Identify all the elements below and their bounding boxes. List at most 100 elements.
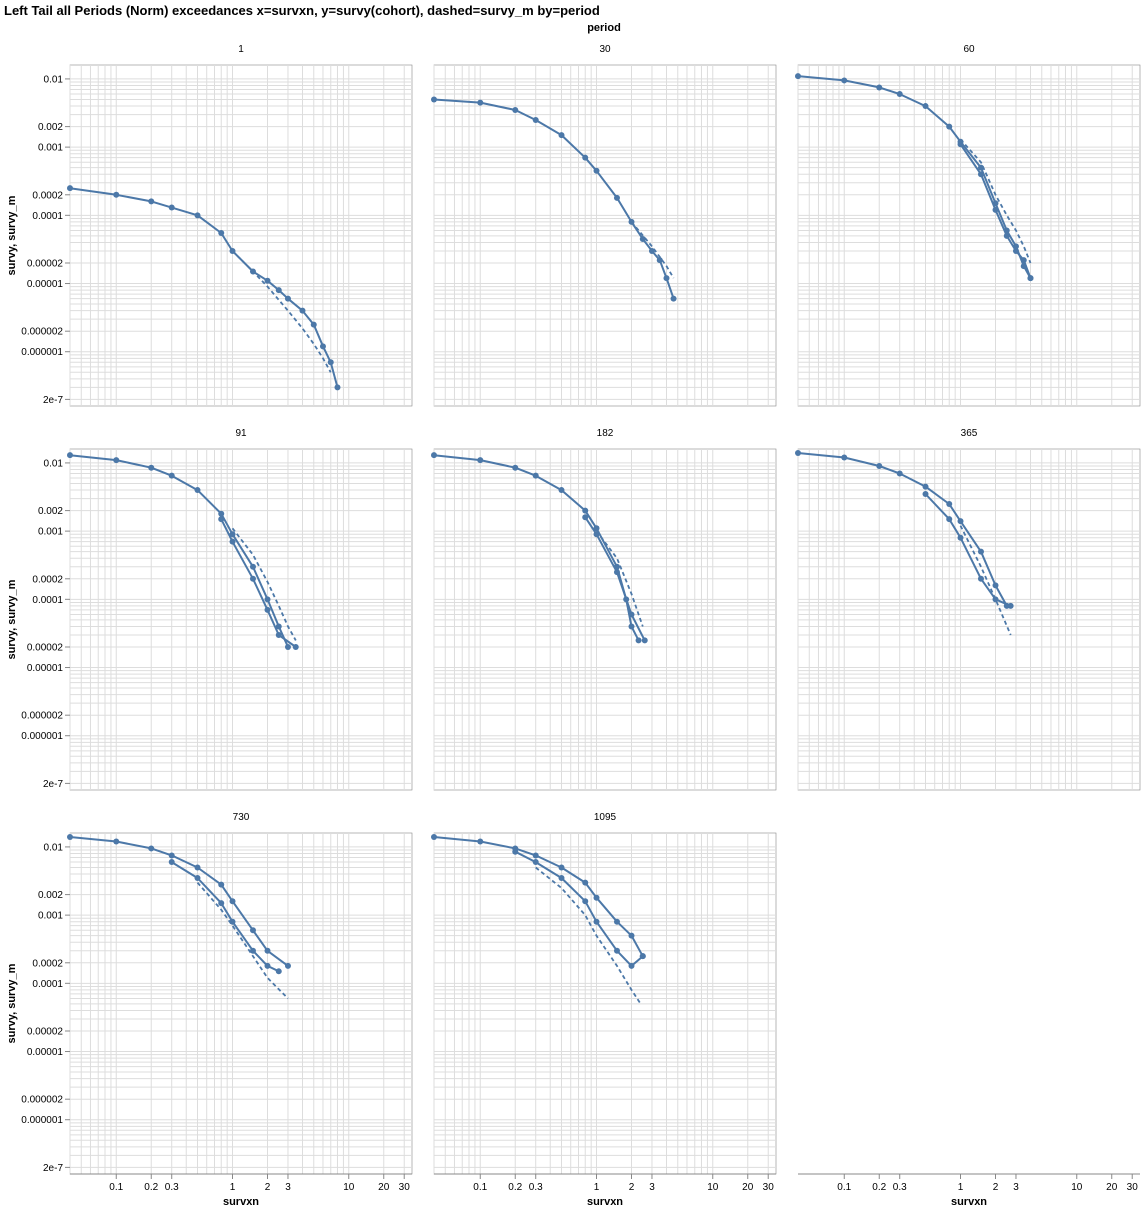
facet-panel-182: 182	[431, 428, 777, 791]
survy-point	[582, 507, 589, 514]
y-tick-label: 0.00002	[27, 642, 64, 653]
survy-point	[275, 968, 282, 975]
y-tick-label: 0.0001	[32, 595, 63, 606]
x-tick-label: 1	[958, 1182, 964, 1193]
survy-point	[558, 875, 565, 882]
survy-solid-line	[69, 187, 339, 388]
survy-point	[477, 838, 484, 845]
facet-label: 30	[599, 44, 611, 55]
survy-point	[229, 898, 236, 905]
y-tick-label: 0.01	[44, 842, 64, 853]
x-tick-label: 1	[594, 1182, 600, 1193]
survy-point	[841, 77, 848, 84]
x-tick-label: 20	[378, 1182, 390, 1193]
survy-point	[977, 548, 984, 555]
survy-point	[284, 643, 291, 650]
survy-point	[477, 99, 484, 106]
survy-point	[264, 596, 271, 603]
x-tick-label: 3	[1013, 1182, 1019, 1193]
survy-point	[593, 525, 600, 532]
y-tick-label: 0.0001	[32, 211, 63, 222]
survy-m-dashed-line	[959, 525, 1012, 636]
survy-point	[284, 295, 291, 302]
survy-point	[1007, 602, 1014, 609]
y-tick-label: 2e-7	[43, 1163, 63, 1174]
survy-point	[229, 531, 236, 538]
y-tick-label: 2e-7	[43, 395, 63, 406]
facet-panel-axis-only: 0.1 0.2 0.3 1 2 3 10 20 30 survxn	[798, 1173, 1140, 1208]
survy-point	[593, 167, 600, 174]
y-tick-label: 0.0002	[32, 190, 63, 201]
survy-point	[946, 500, 953, 507]
survy-point	[275, 287, 282, 294]
y-tick-label: 0.002	[38, 506, 63, 517]
x-tick-label: 30	[399, 1182, 411, 1193]
x-tick-label: 2	[629, 1182, 635, 1193]
x-tick-label: 0.1	[473, 1182, 487, 1193]
survy-point	[292, 643, 299, 650]
survy-point	[613, 194, 620, 201]
survy-point	[532, 472, 539, 479]
survy-point	[512, 107, 519, 114]
survy-point	[1020, 257, 1027, 264]
survy-point	[628, 623, 635, 630]
survy-point	[229, 538, 236, 545]
survy-point	[795, 73, 801, 80]
y-tick-label: 0.002	[38, 890, 63, 901]
survy-point	[582, 879, 589, 886]
x-tick-label: 10	[707, 1182, 719, 1193]
facet-header: period	[587, 22, 621, 34]
survy-point	[922, 491, 929, 498]
y-axis-title: survy, survy_m	[6, 195, 18, 275]
x-tick-label: 0.3	[529, 1182, 543, 1193]
survy-point	[148, 845, 155, 852]
facet-panel-91: 91 0.01 0.002 0.001 0.0002 0.0001 0.00002 0.000…	[6, 428, 413, 791]
survy-point	[1027, 275, 1034, 282]
survy-point	[113, 838, 120, 845]
survy-point	[168, 204, 175, 211]
survy-point	[334, 384, 341, 391]
y-tick-label: 0.01	[44, 74, 64, 85]
survy-point	[168, 852, 175, 859]
y-tick-label: 0.001	[38, 527, 63, 538]
facet-panel-365: 365	[795, 428, 1141, 791]
facet-label: 1095	[594, 812, 617, 823]
survy-point	[628, 962, 635, 969]
y-tick-label: 0.001	[38, 911, 63, 922]
y-tick-label: 0.000002	[21, 711, 63, 722]
x-tick-label: 0.2	[508, 1182, 522, 1193]
survy-point	[1012, 247, 1019, 254]
facet-panel-1: 1 0.01 0.002 0.001 0.0002 0.0001 0.00002 0.0000…	[6, 44, 413, 407]
facet-panel-30: 30	[431, 44, 777, 407]
survy-point	[639, 235, 646, 242]
y-tick-label: 0.000001	[21, 347, 63, 358]
survy-point	[922, 103, 929, 110]
survy-point	[218, 881, 225, 888]
y-axis-title: survy, survy_m	[6, 963, 18, 1043]
survy-point	[284, 962, 291, 969]
survy-point	[641, 637, 648, 644]
survy-point	[558, 132, 565, 139]
survy-point	[264, 947, 271, 954]
x-tick-label: 20	[742, 1182, 754, 1193]
survy-point	[670, 295, 677, 302]
survy-point	[558, 864, 565, 871]
survy-point	[628, 611, 635, 618]
x-axis-title: survxn	[223, 1196, 259, 1208]
survy-m-dashed-line	[595, 530, 644, 627]
y-tick-label: 0.000002	[21, 1095, 63, 1106]
survy-point	[639, 953, 646, 960]
facet-label: 182	[597, 428, 614, 439]
survy-point	[218, 510, 225, 517]
survy-point	[249, 927, 256, 934]
survy-point	[249, 563, 256, 570]
survy-point	[67, 833, 73, 840]
y-tick-label: 0.000001	[21, 731, 63, 742]
survy-solid-line	[433, 836, 644, 957]
survy-point	[593, 894, 600, 901]
x-tick-label: 0.2	[144, 1182, 158, 1193]
survy-point	[841, 454, 848, 461]
x-tick-label: 30	[1127, 1182, 1139, 1193]
survy-point	[992, 582, 999, 589]
